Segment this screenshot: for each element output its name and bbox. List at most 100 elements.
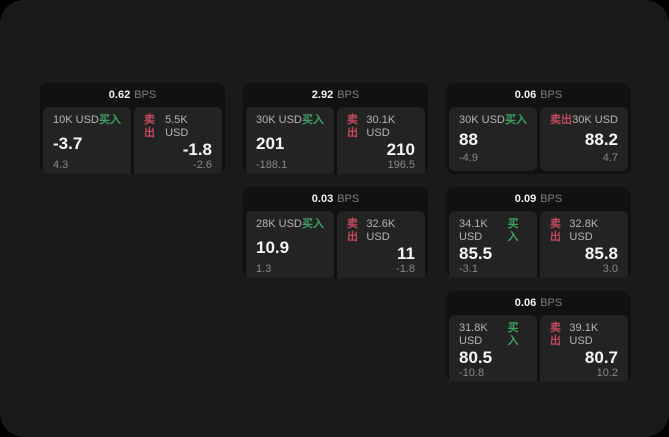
buy-tile[interactable]: 30K USD 买入 201 -188.1 — [246, 107, 334, 174]
buy-tile[interactable]: 10K USD 买入 -3.7 4.3 — [43, 107, 131, 174]
spread-value: 0.62 — [108, 89, 131, 101]
buy-amount: 30K USD — [459, 114, 505, 126]
quote-card: 0.03 BPS 28K USD 买入 10.9 1.3 卖出 32.6K US… — [243, 187, 428, 278]
spread-unit: BPS — [337, 89, 360, 101]
buy-amount: 10K USD — [53, 114, 99, 126]
spread-unit: BPS — [134, 89, 157, 101]
quote-card-body: 34.1K USD 买入 85.5 -3.1 卖出 32.8K USD 85.8… — [446, 211, 631, 278]
sell-amount: 32.6K USD — [366, 218, 396, 243]
sell-tile-top: 卖出 32.8K USD — [550, 218, 618, 244]
buy-price: 201 — [256, 133, 285, 153]
quote-card: 0.62 BPS 10K USD 买入 -3.7 4.3 卖出 5.5K USD… — [40, 83, 225, 174]
quote-card: 0.06 BPS 31.8K USD 买入 80.5 -10.8 卖出 39.1… — [446, 291, 631, 382]
buy-amount: 30K USD — [256, 114, 302, 126]
sell-tile-top: 卖出 32.6K USD — [347, 218, 415, 244]
buy-label: 买入 — [302, 114, 324, 126]
spread-header: 0.03 BPS — [243, 187, 428, 211]
buy-tile-top: 34.1K USD 买入 — [459, 218, 527, 244]
buy-tile[interactable]: 34.1K USD 买入 85.5 -3.1 — [449, 211, 537, 278]
sell-change: -2.6 — [193, 159, 212, 171]
buy-change: -4.9 — [459, 152, 478, 164]
sell-price: 210 — [386, 140, 415, 159]
sell-tile[interactable]: 卖出 30.1K USD 210 196.5 — [337, 107, 425, 174]
spread-value: 2.92 — [311, 89, 334, 101]
spread-value: 0.09 — [514, 193, 537, 205]
buy-tile-top: 28K USD 买入 — [256, 218, 324, 231]
sell-tile[interactable]: 卖出 30K USD 88.2 4.7 — [540, 107, 628, 171]
buy-price: -3.7 — [53, 133, 83, 153]
sell-amount: 30.1K USD — [366, 114, 396, 139]
sell-tile[interactable]: 卖出 32.6K USD 11 -1.8 — [337, 211, 425, 278]
sell-change: 3.0 — [602, 263, 618, 275]
spread-header: 2.92 BPS — [243, 83, 428, 107]
sell-tile[interactable]: 卖出 39.1K USD 80.7 10.2 — [540, 315, 628, 382]
sell-amount: 5.5K USD — [165, 114, 189, 139]
sell-tile[interactable]: 卖出 5.5K USD -1.8 -2.6 — [134, 107, 222, 174]
sell-change: 196.5 — [387, 159, 415, 171]
sell-amount: 30K USD — [572, 114, 618, 126]
quotes-grid: 0.62 BPS 10K USD 买入 -3.7 4.3 卖出 5.5K USD… — [40, 83, 631, 382]
buy-change: 4.3 — [53, 159, 69, 171]
buy-label: 买入 — [507, 322, 519, 347]
buy-change: -10.8 — [459, 367, 485, 379]
buy-tile[interactable]: 28K USD 买入 10.9 1.3 — [246, 211, 334, 278]
quote-card: 2.92 BPS 30K USD 买入 201 -188.1 卖出 30.1K … — [243, 83, 428, 174]
sell-tile-top: 卖出 39.1K USD — [550, 322, 618, 348]
sell-label: 卖出 — [550, 322, 561, 347]
buy-amount: 31.8K USD — [459, 322, 488, 347]
buy-tile-top: 30K USD 买入 — [256, 114, 324, 127]
sell-label: 卖出 — [347, 114, 358, 139]
sell-amount: 39.1K USD — [569, 322, 599, 347]
sell-change: 10.2 — [596, 367, 618, 379]
spread-unit: BPS — [540, 193, 563, 205]
sell-tile-top: 卖出 30K USD — [550, 114, 618, 127]
buy-price: 80.5 — [459, 348, 493, 367]
sell-change: -1.8 — [396, 263, 415, 275]
sell-label: 卖出 — [550, 218, 561, 243]
spread-unit: BPS — [540, 89, 563, 101]
quote-card-body: 10K USD 买入 -3.7 4.3 卖出 5.5K USD -1.8 -2.… — [40, 107, 225, 174]
sell-label: 卖出 — [347, 218, 358, 243]
spread-unit: BPS — [540, 297, 563, 309]
buy-change: -188.1 — [256, 159, 288, 171]
sell-price: 80.7 — [584, 348, 618, 367]
buy-tile-top: 30K USD 买入 — [459, 114, 527, 127]
buy-change: -3.1 — [459, 263, 478, 275]
buy-price: 88 — [459, 130, 478, 149]
buy-label: 买入 — [507, 218, 519, 243]
sell-price: 85.8 — [584, 244, 618, 263]
buy-price: 85.5 — [459, 244, 493, 263]
sell-label: 卖出 — [550, 114, 572, 126]
sell-price: -1.8 — [182, 140, 212, 159]
spread-unit: BPS — [337, 193, 360, 205]
buy-label: 买入 — [505, 114, 527, 126]
buy-amount: 28K USD — [256, 218, 302, 230]
sell-tile-top: 卖出 5.5K USD — [144, 114, 212, 140]
sell-tile[interactable]: 卖出 32.8K USD 85.8 3.0 — [540, 211, 628, 278]
sell-tile-top: 卖出 30.1K USD — [347, 114, 415, 140]
quote-card: 0.06 BPS 30K USD 买入 88 -4.9 卖出 30K USD 8… — [446, 83, 631, 174]
quote-card-body: 30K USD 买入 201 -188.1 卖出 30.1K USD 210 1… — [243, 107, 428, 174]
sell-price: 88.2 — [584, 130, 618, 149]
sell-label: 卖出 — [144, 114, 155, 139]
sell-change: 4.7 — [602, 152, 618, 164]
quote-card: 0.09 BPS 34.1K USD 买入 85.5 -3.1 卖出 32.8K… — [446, 187, 631, 278]
spread-header: 0.06 BPS — [446, 83, 631, 107]
spread-header: 0.06 BPS — [446, 291, 631, 315]
buy-price: 10.9 — [256, 237, 290, 257]
buy-tile[interactable]: 31.8K USD 买入 80.5 -10.8 — [449, 315, 537, 382]
quote-card-body: 30K USD 买入 88 -4.9 卖出 30K USD 88.2 4.7 — [446, 107, 631, 174]
spread-value: 0.06 — [514, 297, 537, 309]
quote-card-body: 31.8K USD 买入 80.5 -10.8 卖出 39.1K USD 80.… — [446, 315, 631, 382]
buy-tile[interactable]: 30K USD 买入 88 -4.9 — [449, 107, 537, 171]
sell-price: 11 — [397, 244, 415, 263]
spread-header: 0.62 BPS — [40, 83, 225, 107]
buy-label: 买入 — [302, 218, 324, 230]
buy-tile-top: 31.8K USD 买入 — [459, 322, 527, 348]
buy-change: 1.3 — [256, 263, 272, 275]
quote-card-body: 28K USD 买入 10.9 1.3 卖出 32.6K USD 11 -1.8 — [243, 211, 428, 278]
buy-label: 买入 — [99, 114, 121, 126]
spread-value: 0.03 — [311, 193, 334, 205]
sell-amount: 32.8K USD — [569, 218, 599, 243]
